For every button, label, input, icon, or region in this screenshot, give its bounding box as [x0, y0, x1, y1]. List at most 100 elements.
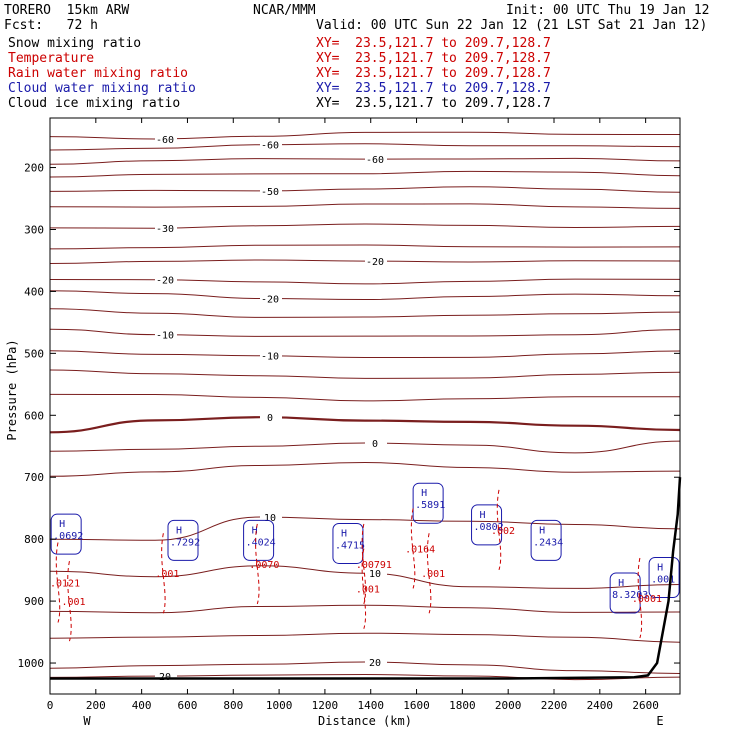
temperature-contour-line — [49, 632, 681, 643]
rain-contours: .001 .0070 .00791 .001 .0164 .001 .002 .0001 .00… — [50, 489, 662, 642]
rain-contour — [361, 548, 367, 629]
x-tick-label: 1800 — [449, 699, 476, 712]
y-tick-label: 600 — [24, 409, 44, 422]
y-tick-label: 800 — [24, 533, 44, 546]
y-tick-label: 1000 — [18, 657, 45, 670]
temperature-contour-label: -20 — [156, 276, 174, 287]
x-tick-label: 600 — [178, 699, 198, 712]
temperature-contour-line — [49, 328, 681, 337]
x-tick-label: 2600 — [632, 699, 659, 712]
temperature-contour-line — [49, 186, 681, 193]
cloud-water-value-label: .2434 — [533, 537, 563, 548]
terrain — [50, 477, 682, 680]
y-tick-label: 900 — [24, 595, 44, 608]
temperature-contour-line — [49, 203, 681, 209]
cloud-water-value-label: .0692 — [53, 531, 83, 542]
cloud-water-max-marker: H — [176, 525, 182, 536]
y-axis-label: Pressure (hPa) — [5, 339, 19, 440]
temperature-contour-line — [49, 308, 681, 318]
cloud-water-value-label: .7292 — [170, 537, 200, 548]
rain-contour — [496, 489, 502, 571]
east-endpoint-label: E — [656, 714, 663, 728]
contour-label-bg — [365, 568, 387, 580]
contour-label-bg — [260, 139, 282, 151]
temperature-contour-label: -10 — [156, 331, 174, 342]
temperature-contour-label: -10 — [261, 352, 279, 363]
contour-label-bg — [365, 657, 387, 669]
field-xy-cloud-water: XY= 23.5,121.7 to 209.7,128.7 — [316, 81, 551, 96]
temperature-contour-label: 0 — [372, 439, 378, 450]
cloud-water-value-label: .5891 — [415, 500, 445, 511]
cloud-water-contour — [332, 522, 364, 564]
temperature-contour-label: 10 — [264, 513, 276, 524]
y-tick-label: 500 — [24, 347, 44, 360]
rain-value-label: .0121 — [50, 579, 80, 590]
rain-contour — [255, 523, 260, 605]
temperature-contour-line — [49, 393, 680, 402]
rain-value-label: .001 — [61, 597, 85, 608]
contour-label-bg — [365, 154, 387, 166]
field-name-cloud-water: Cloud water mixing ratio — [8, 81, 196, 96]
cloud-water-max-marker: H — [252, 525, 258, 536]
temperature-contour-line — [49, 290, 681, 301]
x-tick-label: 1400 — [357, 699, 384, 712]
y-tick-label: 400 — [24, 285, 44, 298]
x-tick-label: 0 — [47, 699, 54, 712]
cloud-water-value-label: 8.3203 — [612, 590, 648, 601]
temperature-contour-label: -20 — [261, 295, 279, 306]
temperature-contour-line — [49, 143, 681, 151]
contour-label-bg — [365, 438, 387, 450]
cloud-water-value-label: .4715 — [335, 540, 365, 551]
cloud-water-max-marker: H — [539, 525, 545, 536]
y-tick-label: 300 — [24, 223, 44, 236]
temperature-contour-line — [49, 223, 681, 229]
rain-value-label: .001 — [356, 585, 380, 596]
x-tick-label: 2200 — [541, 699, 568, 712]
center-title: NCAR/MMM — [253, 3, 316, 18]
west-endpoint-label: W — [83, 714, 91, 728]
temperature-contour-label: -60 — [366, 155, 384, 166]
temperature-contour-line — [49, 170, 681, 178]
contour-label-bg — [260, 185, 282, 197]
axes: 0 200 400 600 800 1000 1200 1400 1600 1800 2000 220… — [18, 118, 680, 712]
temperature-contour-label: -20 — [366, 257, 384, 268]
y-tick-label: 200 — [24, 162, 44, 175]
contour-label-bg — [155, 134, 177, 146]
temperature-contour-label: -60 — [156, 135, 174, 146]
contour-label-bg — [260, 293, 282, 305]
x-axis-label: Distance (km) — [318, 714, 412, 728]
cloud-water-max-marker: H — [59, 519, 65, 530]
field-xy-snow: XY= 23.5,121.7 to 209.7,128.7 — [316, 36, 551, 51]
x-tick-label: 1200 — [312, 699, 339, 712]
field-xy-cloud-ice: XY= 23.5,121.7 to 209.7,128.7 — [316, 96, 551, 111]
temperature-contour-label: 10 — [369, 569, 381, 580]
x-tick-label: 800 — [223, 699, 243, 712]
cloud-water-contour — [648, 557, 680, 599]
rain-contour — [426, 533, 432, 614]
field-name-cloud-ice: Cloud ice mixing ratio — [8, 96, 181, 111]
x-tick-label: 2000 — [495, 699, 522, 712]
x-tick-label: 400 — [132, 699, 152, 712]
cloud-water-contour — [530, 519, 562, 561]
rain-value-label: .001 — [155, 569, 179, 580]
x-tick-label: 200 — [86, 699, 106, 712]
cloud-water-contour — [471, 504, 503, 546]
contour-label-bg — [155, 329, 177, 341]
rain-value-label: .0070 — [249, 560, 279, 571]
model-title: TORERO 15km ARW — [4, 3, 130, 18]
contour-label-bg — [260, 412, 282, 424]
temperature-contour-line — [49, 131, 681, 140]
cloud-water-max-marker: H — [480, 510, 486, 521]
temperature-contour-line — [49, 244, 681, 250]
cloud-water-max-marker: H — [341, 528, 347, 539]
x-tick-label: 1000 — [266, 699, 293, 712]
cloud-water-value-label: .001 — [651, 575, 675, 586]
contour-label-bg — [260, 350, 282, 362]
cloud-water-value-label: .4024 — [246, 537, 276, 548]
cloud-water-contour — [609, 572, 641, 614]
rain-contour — [55, 542, 61, 623]
temperature-contour-line — [49, 278, 681, 285]
cloud-water-contour — [412, 482, 444, 524]
